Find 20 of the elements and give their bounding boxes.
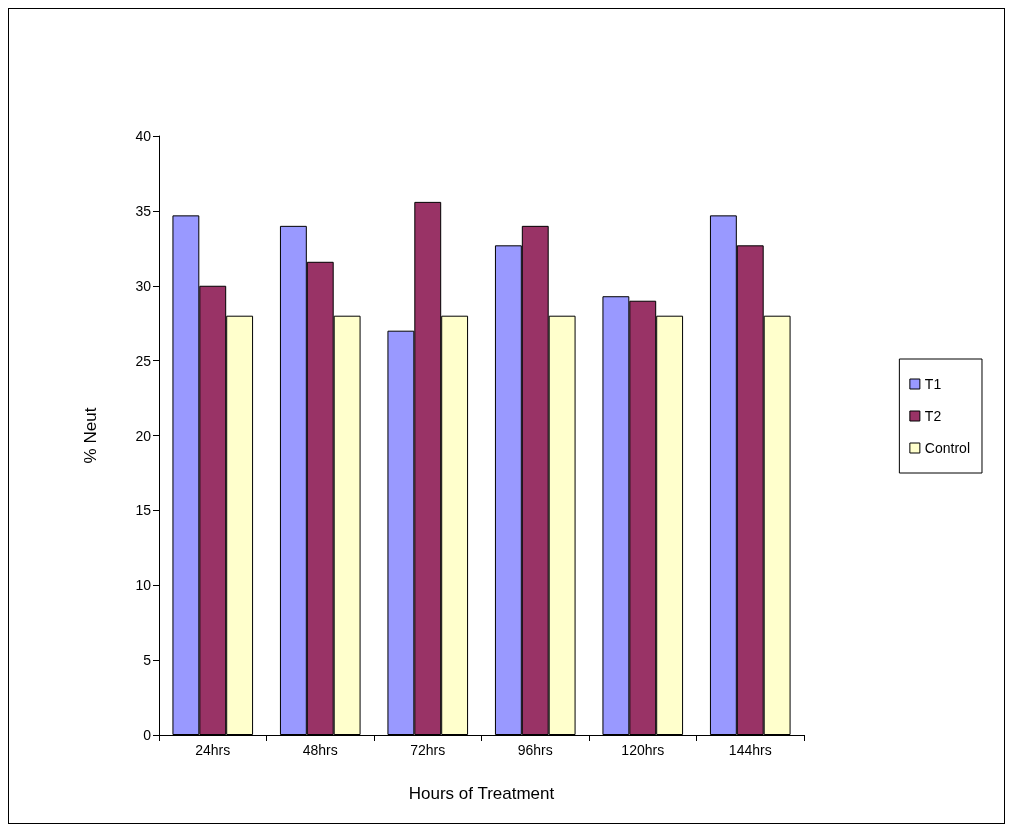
x-axis-title: Hours of Treatment	[408, 784, 555, 803]
x-tick-label: 48hrs	[302, 742, 338, 758]
y-tick-label: 30	[135, 277, 152, 294]
y-tick-label: 40	[135, 128, 152, 144]
x-tick-label: 24hrs	[195, 742, 231, 758]
x-tick-label: 120hrs	[621, 742, 665, 758]
legend-label: T1	[924, 376, 942, 392]
y-tick-label: 5	[143, 652, 152, 669]
y-tick-label: 15	[135, 502, 152, 519]
y-tick-label: 0	[143, 727, 152, 743]
x-tick-label: 72hrs	[410, 742, 446, 758]
y-tick-label: 10	[135, 577, 152, 594]
legend-label: T2	[924, 408, 942, 424]
y-tick-label: 20	[135, 427, 152, 444]
y-tick-label: 35	[135, 202, 152, 219]
x-tick-label: 96hrs	[517, 742, 553, 758]
y-tick-label: 25	[135, 352, 152, 369]
y-axis-title: % Neut	[81, 407, 100, 464]
x-tick-label: 144hrs	[728, 742, 772, 758]
legend-label: Control	[924, 440, 971, 456]
